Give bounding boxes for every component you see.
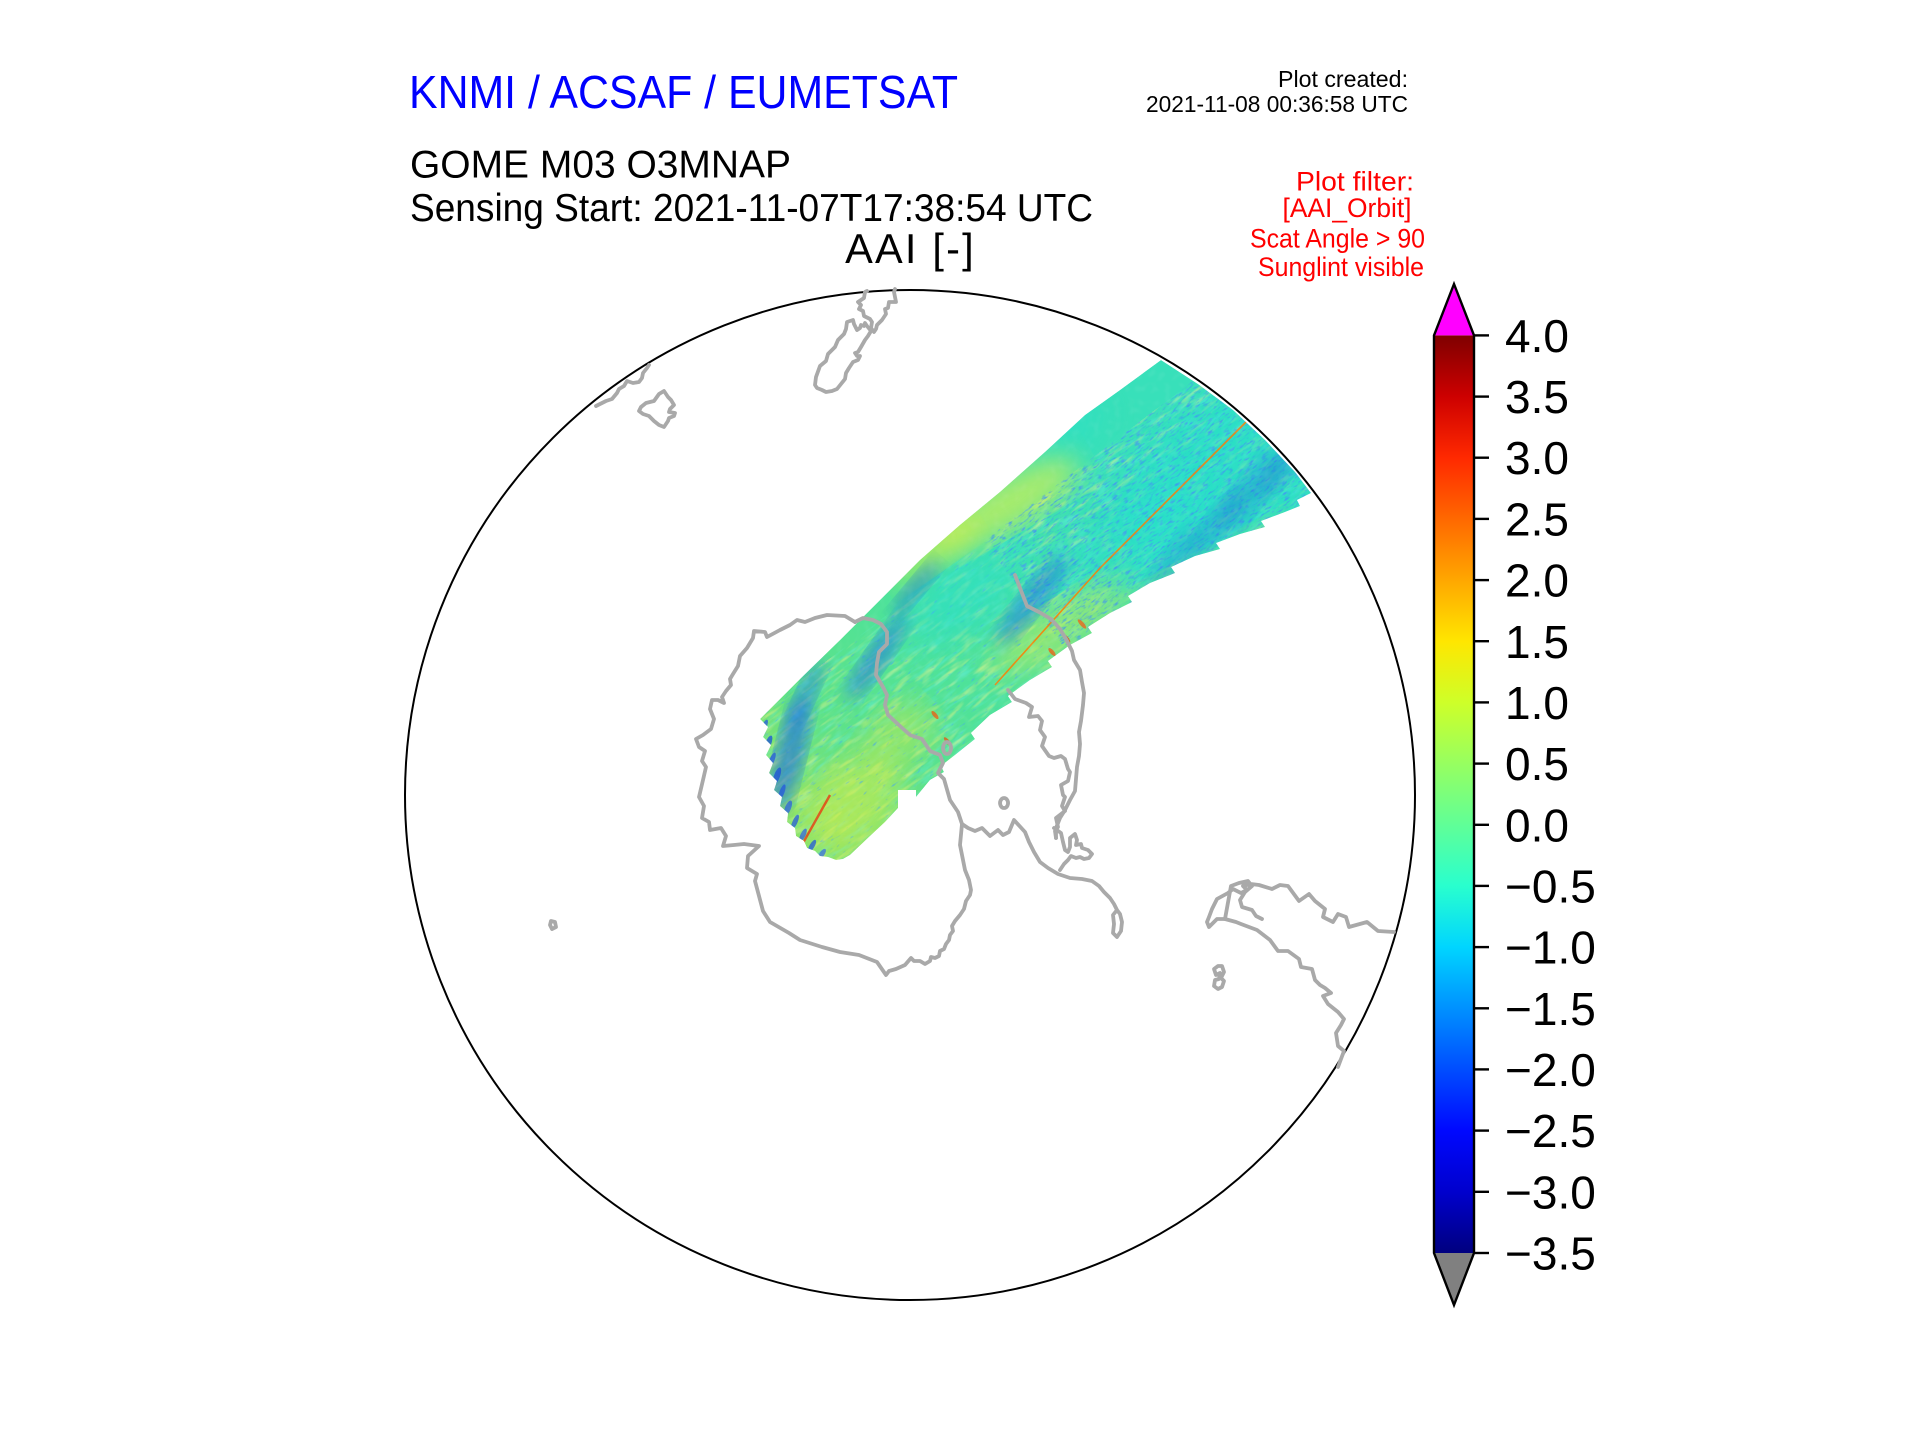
svg-text:1.5: 1.5 (1505, 616, 1569, 668)
svg-text:2021-11-08 00:36:58 UTC: 2021-11-08 00:36:58 UTC (1146, 91, 1408, 117)
svg-text:2.0: 2.0 (1505, 555, 1569, 607)
svg-text:−1.0: −1.0 (1505, 922, 1596, 974)
svg-text:−0.5: −0.5 (1505, 860, 1596, 912)
svg-text:−2.0: −2.0 (1505, 1044, 1596, 1096)
svg-text:Sensing Start: 2021-11-07T17:3: Sensing Start: 2021-11-07T17:38:54 UTC (410, 187, 1093, 230)
svg-text:−2.5: −2.5 (1505, 1105, 1596, 1157)
svg-text:1.0: 1.0 (1505, 677, 1569, 729)
svg-text:4.0: 4.0 (1505, 310, 1569, 362)
svg-text:−3.0: −3.0 (1505, 1166, 1596, 1218)
svg-text:Sunglint visible: Sunglint visible (1258, 252, 1424, 282)
svg-text:−3.5: −3.5 (1505, 1228, 1596, 1280)
svg-text:Plot filter:: Plot filter: (1296, 167, 1414, 197)
svg-text:3.5: 3.5 (1505, 371, 1569, 423)
svg-text:2.5: 2.5 (1505, 493, 1569, 545)
svg-text:0.5: 0.5 (1505, 738, 1569, 790)
svg-text:GOME M03 O3MNAP: GOME M03 O3MNAP (410, 144, 791, 187)
svg-text:−1.5: −1.5 (1505, 983, 1596, 1035)
svg-text:Scat Angle > 90: Scat Angle > 90 (1250, 224, 1425, 254)
svg-text:Plot created:: Plot created: (1278, 66, 1408, 92)
svg-text:[AAI_Orbit]: [AAI_Orbit] (1283, 193, 1412, 223)
svg-text:3.0: 3.0 (1505, 432, 1569, 484)
svg-text:0.0: 0.0 (1505, 799, 1569, 851)
svg-text:KNMI / ACSAF / EUMETSAT: KNMI / ACSAF / EUMETSAT (409, 66, 958, 118)
svg-text:AAI [-]: AAI [-] (845, 225, 976, 272)
